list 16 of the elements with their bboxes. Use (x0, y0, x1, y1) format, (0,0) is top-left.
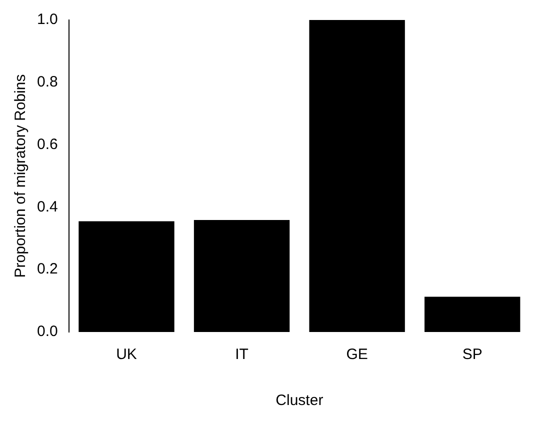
y-tick-label: 1.0 (36, 11, 58, 28)
y-tick-label: 0.4 (36, 198, 58, 216)
y-tick-label: 0.6 (36, 136, 58, 153)
y-axis-title: Proportion of migratory Robins (12, 74, 30, 278)
x-tick-label: GE (346, 346, 368, 364)
x-tick-label: IT (235, 346, 248, 364)
y-tick-label: 0.2 (36, 260, 58, 278)
x-tick-label: UK (116, 346, 137, 364)
x-tick-label: SP (462, 346, 482, 364)
y-tick-label: 0.0 (36, 323, 58, 340)
x-axis-title: Cluster (276, 392, 324, 410)
y-tick-label: 0.8 (36, 74, 58, 91)
bar (309, 20, 405, 332)
bar (194, 220, 290, 332)
bar (424, 296, 520, 332)
bar (78, 221, 174, 332)
